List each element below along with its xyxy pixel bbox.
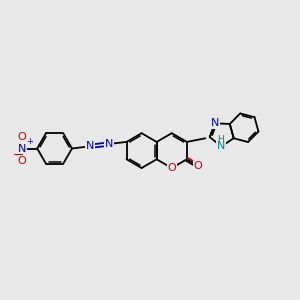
Text: H: H [217, 135, 224, 144]
Text: N: N [17, 143, 26, 154]
Text: +: + [26, 137, 33, 146]
Text: N: N [217, 141, 226, 152]
Text: N: N [211, 118, 219, 128]
Text: O: O [193, 160, 202, 171]
Text: −: − [13, 149, 23, 162]
Text: O: O [17, 155, 26, 166]
Text: N: N [85, 141, 94, 152]
Text: O: O [17, 132, 26, 142]
Text: N: N [105, 139, 113, 149]
Text: O: O [167, 163, 176, 173]
